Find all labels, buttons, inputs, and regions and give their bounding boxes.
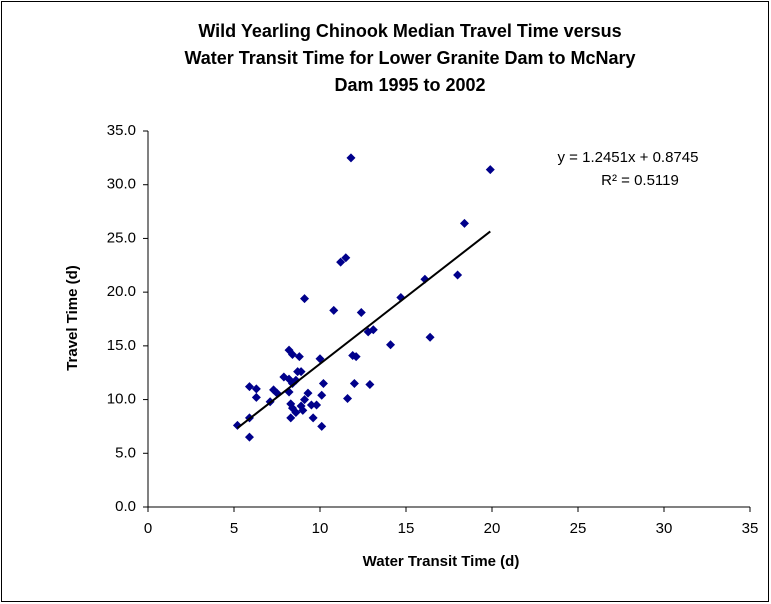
chart-title: Dam 1995 to 2002 xyxy=(334,75,485,95)
point xyxy=(251,384,261,394)
point xyxy=(459,218,469,228)
point xyxy=(232,420,242,430)
point xyxy=(386,340,396,350)
point xyxy=(306,400,316,410)
trendline xyxy=(236,230,491,429)
point xyxy=(251,392,261,402)
point xyxy=(294,352,304,362)
point xyxy=(318,378,328,388)
x-tick-label: 30 xyxy=(656,520,673,537)
chart-title: Wild Yearling Chinook Median Travel Time… xyxy=(198,21,621,41)
x-tick-label: 15 xyxy=(398,520,415,537)
point xyxy=(291,375,301,385)
point xyxy=(453,270,463,280)
point xyxy=(365,380,375,390)
x-tick-label: 5 xyxy=(230,520,238,537)
point xyxy=(244,382,254,392)
point xyxy=(343,393,353,403)
point xyxy=(303,388,313,398)
point xyxy=(244,432,254,442)
trendline-equation: y = 1.2451x + 0.8745 xyxy=(558,149,699,166)
point xyxy=(336,257,346,267)
y-tick-label: 20.0 xyxy=(107,283,136,300)
x-tick-label: 35 xyxy=(742,520,759,537)
x-axis-title: Water Transit Time (d) xyxy=(363,553,520,570)
y-axis-title: Travel Time (d) xyxy=(64,265,81,371)
point xyxy=(308,413,318,423)
y-tick-label: 0.0 xyxy=(115,498,136,515)
y-tick-label: 5.0 xyxy=(115,444,136,461)
chart-title: Water Transit Time for Lower Granite Dam… xyxy=(184,48,635,68)
point xyxy=(329,305,339,315)
point xyxy=(351,352,361,362)
point xyxy=(346,153,356,163)
point xyxy=(425,332,435,342)
point xyxy=(485,165,495,175)
point xyxy=(317,390,327,400)
y-tick-label: 30.0 xyxy=(107,176,136,193)
point xyxy=(341,253,351,263)
point xyxy=(291,407,301,417)
point xyxy=(287,349,297,359)
x-tick-label: 20 xyxy=(484,520,501,537)
point xyxy=(312,400,322,410)
point xyxy=(317,421,327,431)
trendline-r-squared: R² = 0.5119 xyxy=(601,172,679,189)
point xyxy=(286,413,296,423)
x-tick-label: 0 xyxy=(144,520,152,537)
x-tick-label: 10 xyxy=(312,520,329,537)
y-tick-label: 35.0 xyxy=(107,122,136,139)
point xyxy=(300,294,310,304)
y-tick-label: 25.0 xyxy=(107,229,136,246)
point xyxy=(349,378,359,388)
y-tick-label: 10.0 xyxy=(107,391,136,408)
point xyxy=(296,367,306,377)
point xyxy=(300,395,310,405)
point xyxy=(298,405,308,415)
x-tick-label: 25 xyxy=(570,520,587,537)
point xyxy=(368,325,378,335)
y-tick-label: 15.0 xyxy=(107,337,136,354)
point xyxy=(356,308,366,318)
